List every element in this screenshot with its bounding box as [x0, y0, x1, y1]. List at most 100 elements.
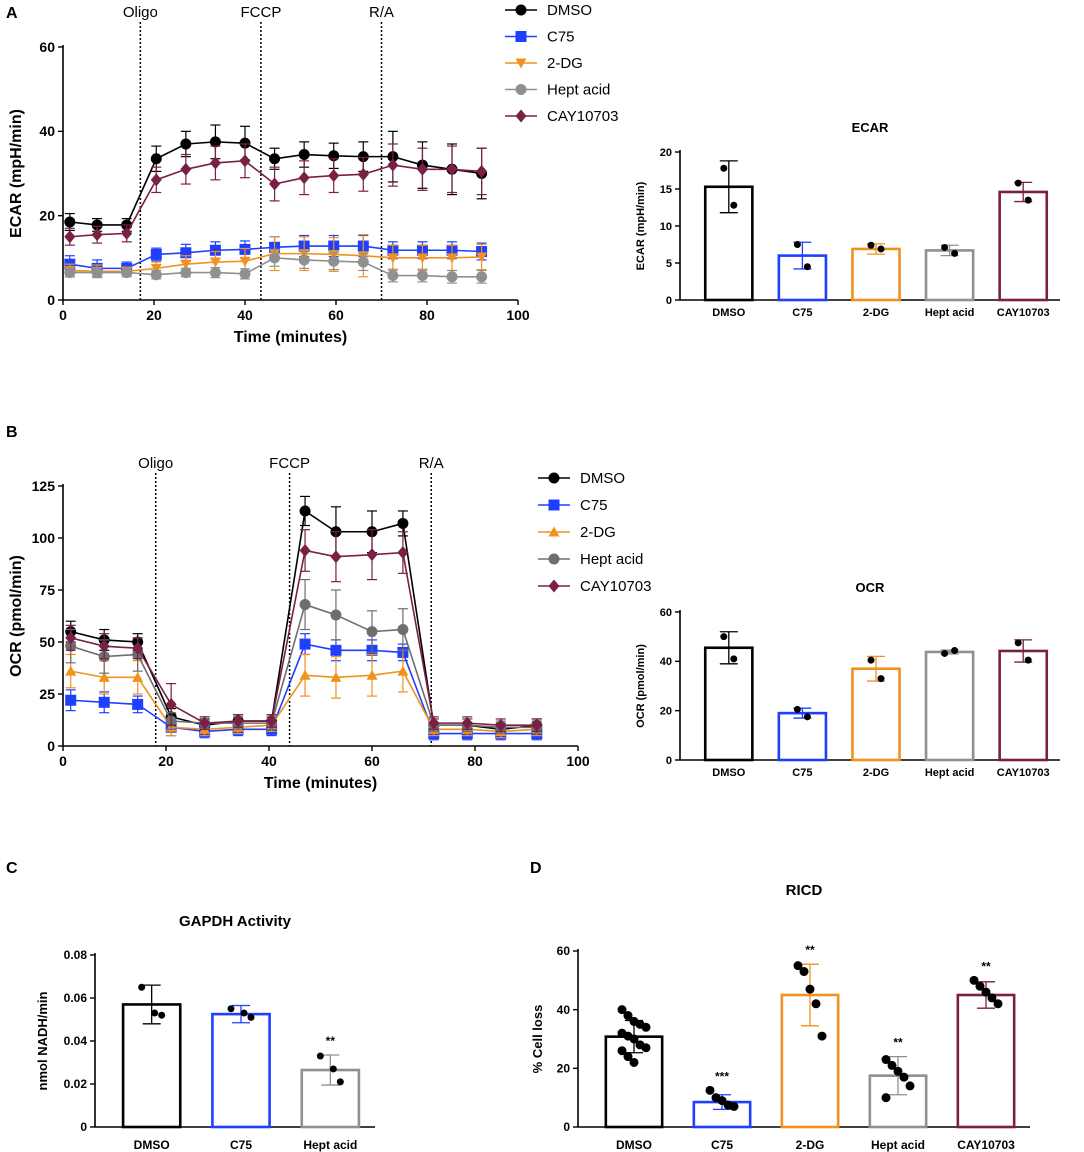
data-point: [387, 158, 399, 172]
y-tick-label: 125: [32, 478, 56, 494]
data-point: [803, 263, 811, 271]
data-point: [623, 1011, 633, 1021]
data-point: [416, 162, 428, 176]
data-point: [98, 696, 110, 708]
bar-cay10703: [998, 649, 1049, 762]
data-point: [720, 164, 728, 172]
bar-group-c75: C75: [777, 705, 828, 779]
bar-hept-acid: [924, 650, 975, 762]
data-point: [165, 697, 177, 711]
bar-group-hept-acid: Hept acid **: [868, 1036, 928, 1152]
legend-marker-2-dg: [548, 526, 560, 537]
data-point: [951, 249, 959, 257]
data-point: [805, 984, 815, 994]
category-label-hept-acid: Hept acid: [871, 1138, 925, 1152]
data-point: [981, 987, 991, 997]
x-tick-label: 0: [59, 307, 67, 323]
y-tick-label: 0: [47, 292, 55, 308]
y-tick-label: 100: [32, 530, 56, 546]
data-point: [227, 1005, 235, 1013]
data-point: [941, 649, 949, 657]
bar-cay10703: [956, 993, 1016, 1129]
data-point: [387, 270, 399, 282]
data-point: [428, 716, 440, 730]
data-point: [893, 1066, 903, 1076]
x-axis-label: Time (minutes): [234, 329, 348, 346]
injection-label-oligo: Oligo: [123, 4, 158, 21]
data-point: [476, 164, 488, 178]
y-tick-label: 15: [660, 184, 672, 196]
legend-marker-cay10703: [548, 579, 560, 593]
significance-label: ***: [715, 1069, 729, 1083]
data-point: [316, 1052, 324, 1060]
x-tick-label: 40: [261, 753, 277, 769]
data-point: [951, 646, 959, 654]
bar-group-hept-acid: Hept acid: [924, 243, 975, 319]
category-label-cay10703: CAY10703: [997, 767, 1050, 779]
x-tick-label: 20: [158, 753, 174, 769]
bar-group-cay10703: CAY10703: [997, 179, 1050, 319]
data-point: [299, 638, 311, 650]
bar-group-dmso: DMSO: [703, 160, 754, 319]
data-point: [881, 1093, 891, 1103]
legend: DMSO C75 2-DG Hept acid CAY10703: [505, 2, 618, 125]
category-label-dmso: DMSO: [616, 1138, 652, 1152]
y-tick-label: 0: [666, 755, 672, 767]
legend-label-c75: C75: [547, 29, 575, 46]
category-label-hept-acid: Hept acid: [303, 1138, 357, 1152]
data-point: [98, 671, 110, 682]
data-point: [397, 665, 409, 676]
y-tick-label: 20: [557, 1062, 571, 1076]
chart-title: ECAR: [852, 120, 889, 135]
data-point: [150, 248, 162, 260]
series-cay10703: [64, 143, 488, 246]
y-tick-label: 0: [563, 1120, 570, 1134]
data-point: [151, 1009, 159, 1017]
bar-group-c75: C75: [211, 1004, 271, 1152]
data-point: [1014, 179, 1022, 187]
injection-label-oligo: Oligo: [138, 455, 173, 472]
data-point: [867, 241, 875, 249]
y-axis-label: OCR (pmol/min): [635, 644, 647, 728]
data-point: [330, 671, 342, 682]
y-tick-label: 0: [80, 1120, 87, 1134]
legend-label-dmso: DMSO: [547, 2, 592, 19]
data-point: [158, 1011, 166, 1019]
legend-label-c75: C75: [580, 497, 608, 514]
y-tick-label: 60: [557, 944, 571, 958]
y-tick-label: 0.02: [64, 1077, 88, 1091]
significance-label: **: [805, 943, 815, 957]
data-point: [397, 624, 409, 636]
data-point: [623, 1052, 633, 1062]
x-tick-label: 100: [506, 307, 530, 323]
data-point: [641, 1043, 651, 1053]
data-point: [180, 247, 192, 259]
data-point: [881, 1055, 891, 1065]
data-point: [269, 177, 281, 191]
data-point: [877, 245, 885, 253]
data-point: [64, 230, 76, 244]
chart-title: RICD: [786, 882, 823, 899]
bar-group-cay10703: CAY10703: [997, 639, 1050, 779]
injection-label-r-a: R/A: [369, 4, 394, 21]
gapdh-activity-chart: GAPDH Activity 0 0.02 0.04 0.06 0.08 nmol NADH…: [35, 913, 375, 1152]
data-point: [1024, 656, 1032, 664]
data-point: [239, 154, 251, 168]
bar-group-dmso: DMSO: [121, 983, 182, 1152]
data-point: [330, 550, 342, 564]
category-label-c75: C75: [230, 1138, 252, 1152]
y-tick-label: 10: [660, 221, 672, 233]
data-point: [240, 1009, 248, 1017]
bar-hept-acid: [924, 249, 975, 302]
legend-marker-c75: [515, 31, 527, 42]
data-point: [987, 993, 997, 1003]
data-point: [138, 983, 146, 991]
data-point: [531, 718, 543, 732]
data-point: [329, 1065, 337, 1073]
data-point: [811, 999, 821, 1009]
data-point: [899, 1072, 909, 1082]
panel-label-b: B: [6, 424, 18, 441]
legend-marker-cay10703: [515, 109, 527, 123]
data-point: [867, 656, 875, 664]
